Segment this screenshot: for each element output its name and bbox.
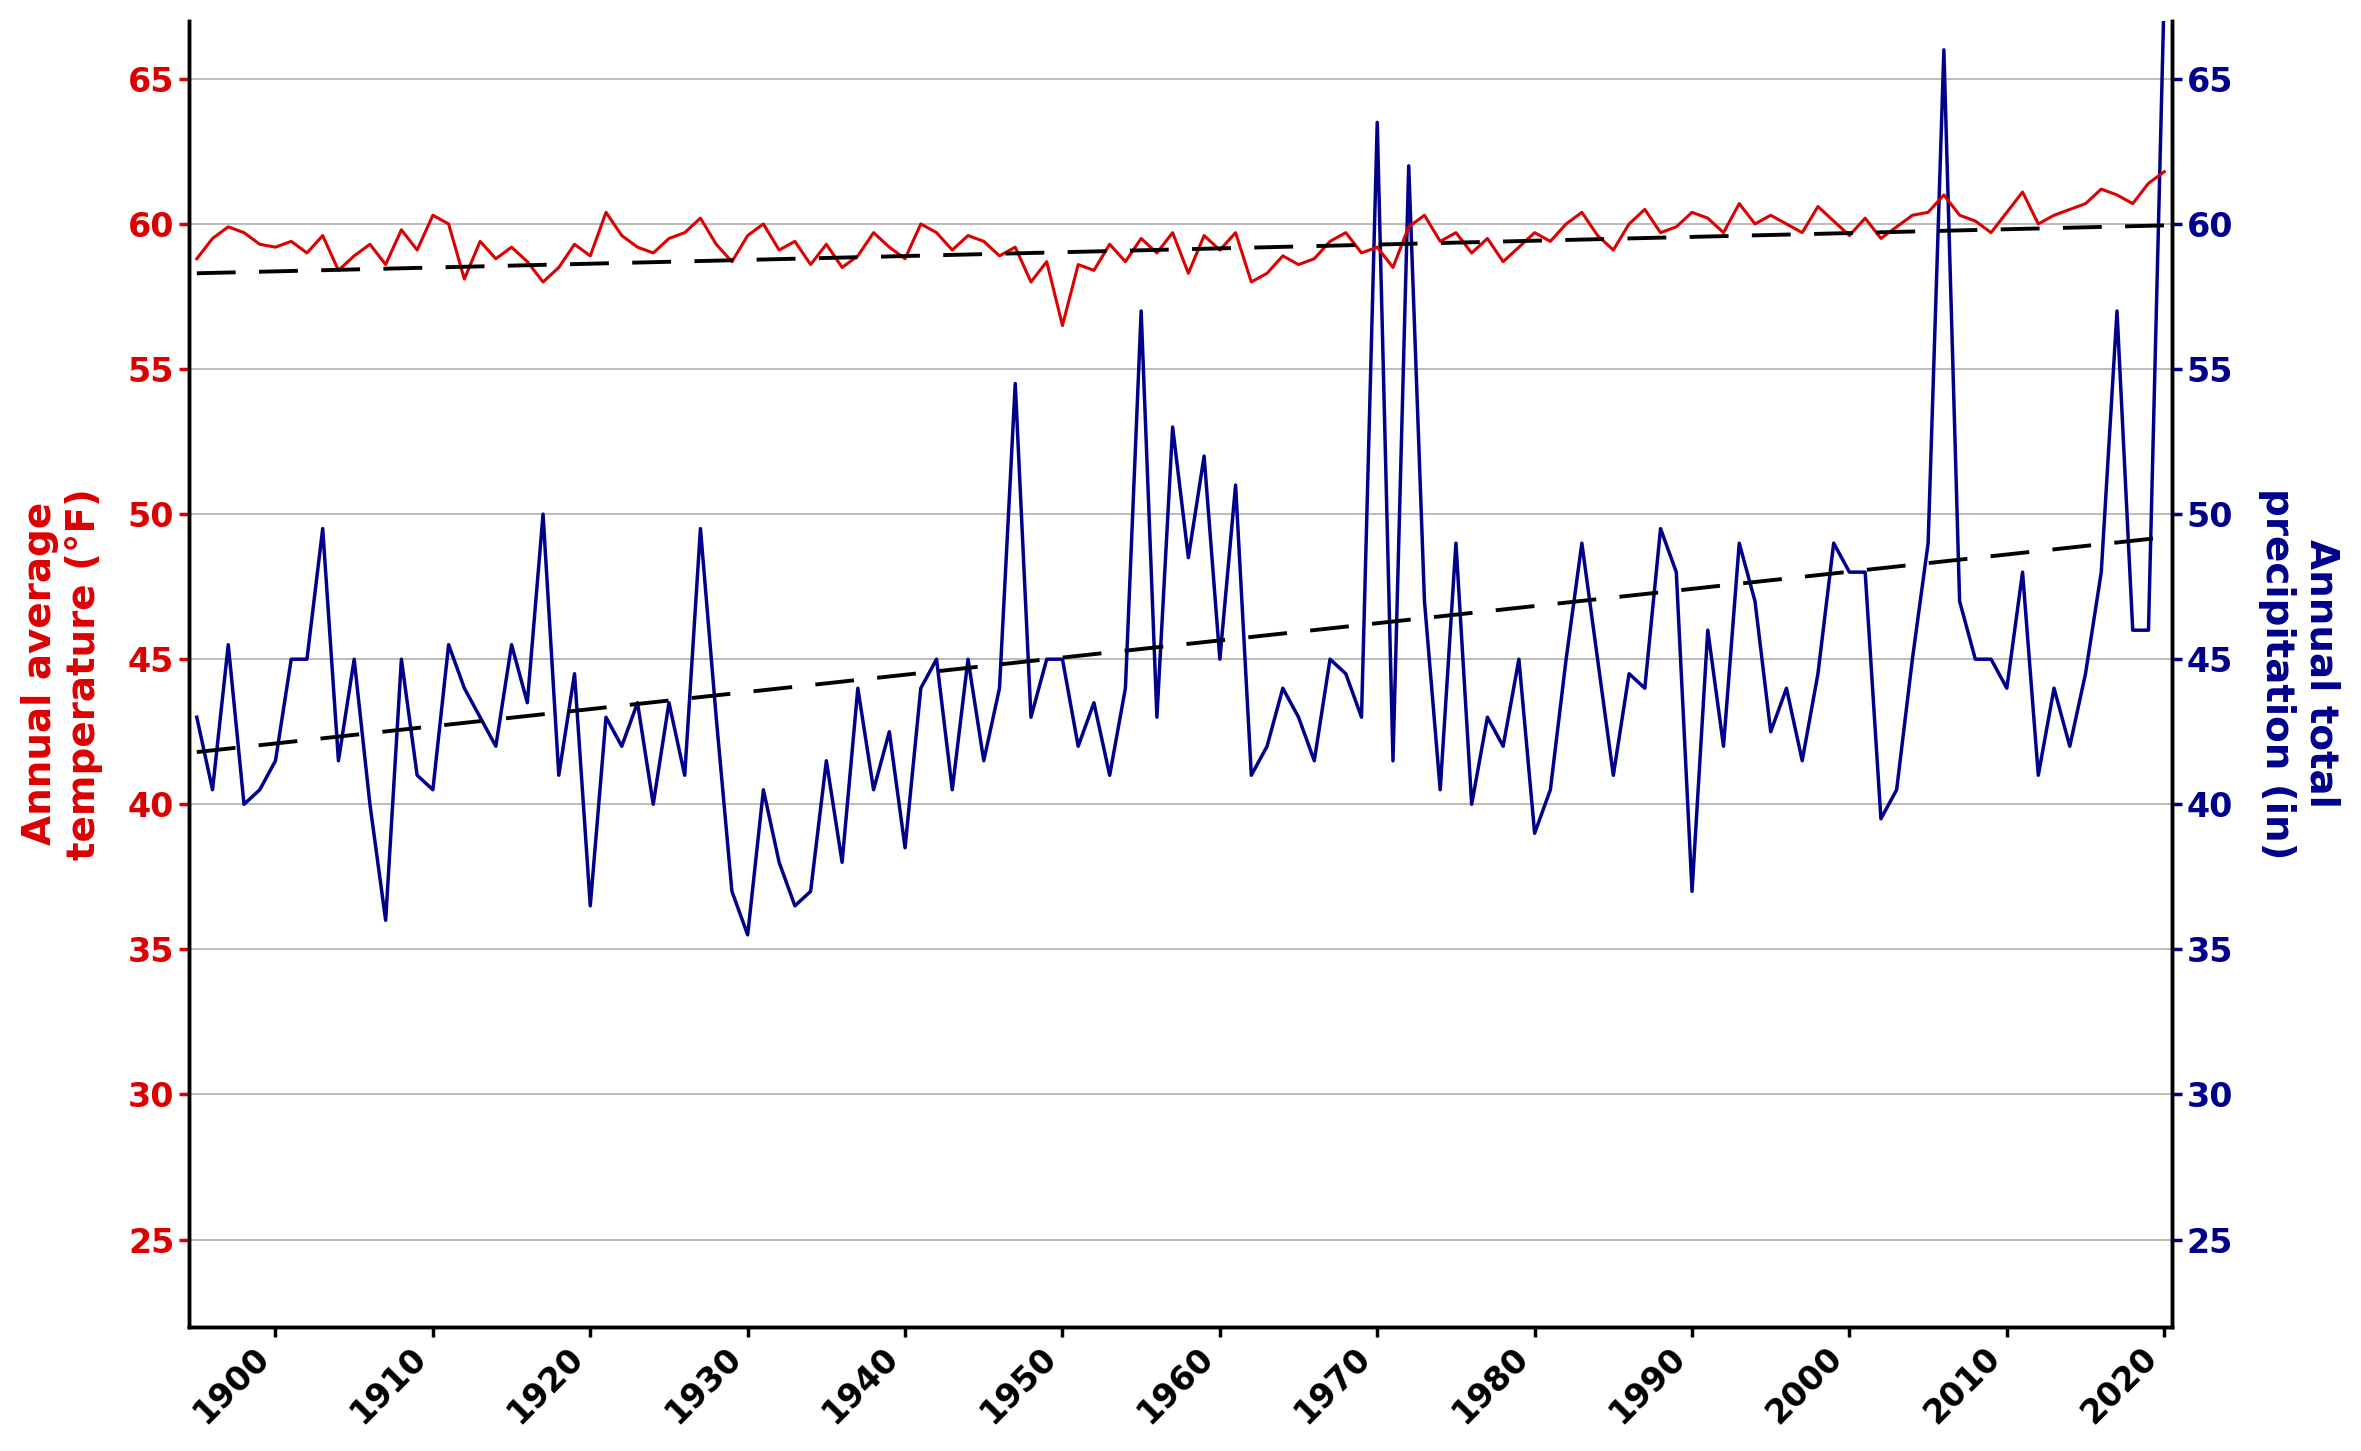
Y-axis label: Annual total
precipitation (in): Annual total precipitation (in) — [2257, 488, 2340, 859]
Y-axis label: Annual average
temperature (°F): Annual average temperature (°F) — [21, 488, 104, 859]
